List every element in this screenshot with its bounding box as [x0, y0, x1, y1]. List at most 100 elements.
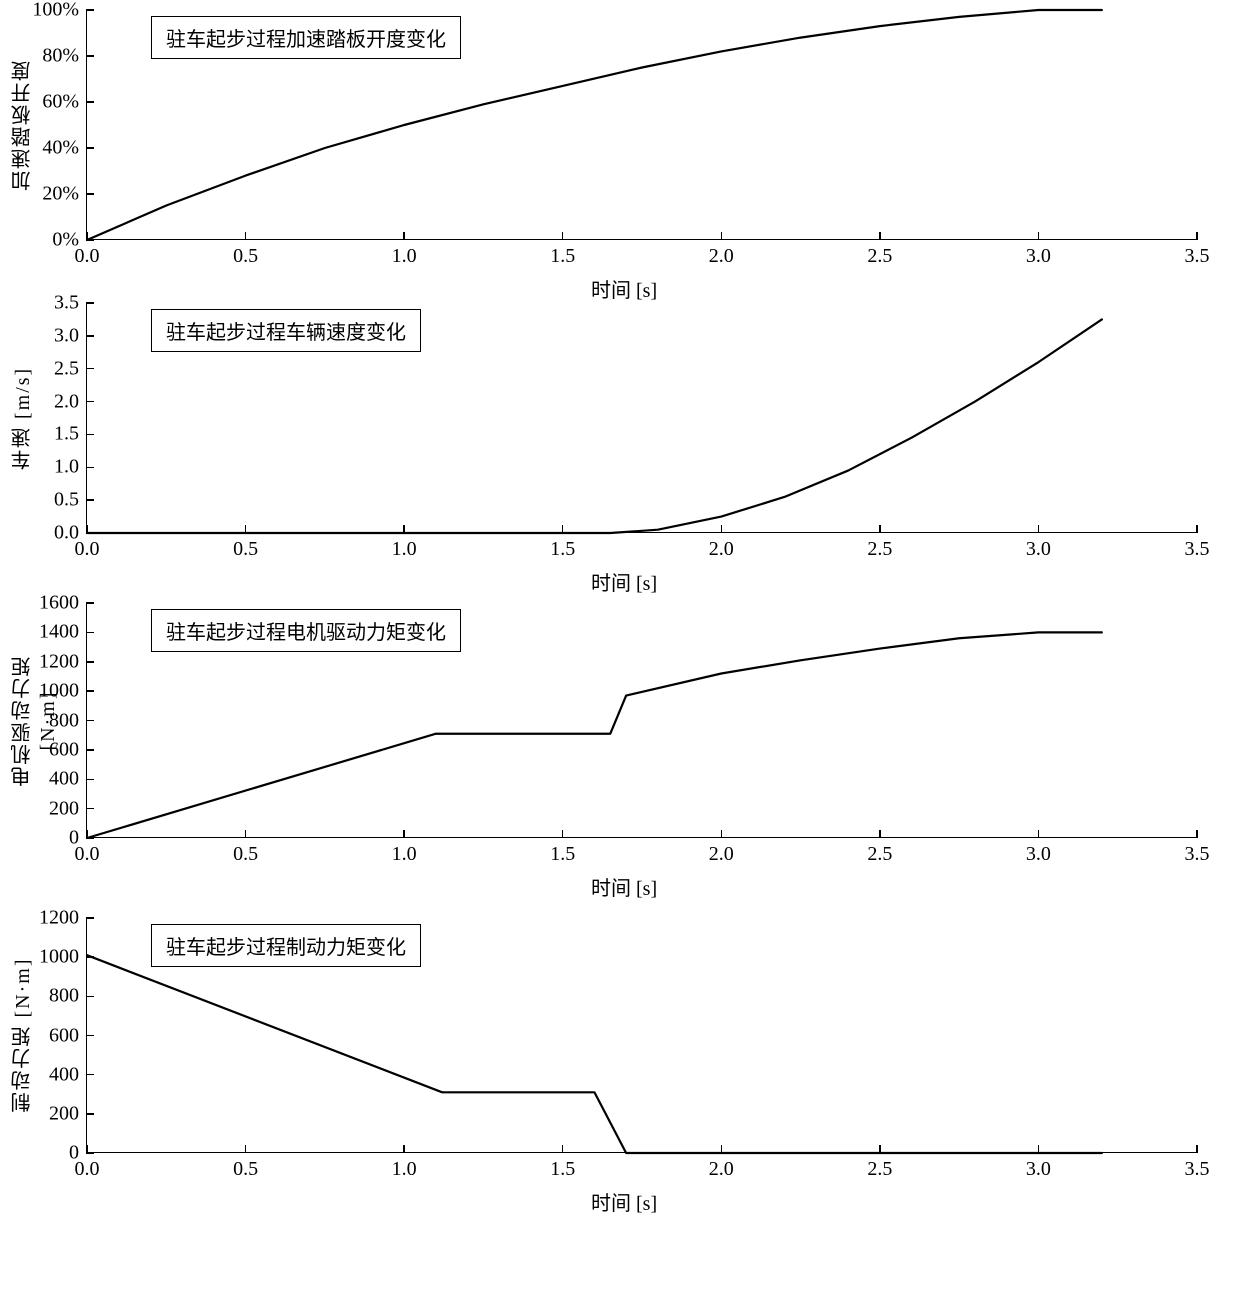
y-tick-mark [86, 602, 94, 604]
x-tick-mark [86, 830, 88, 838]
y-tick-mark [86, 401, 94, 403]
x-tick-mark [721, 830, 723, 838]
x-tick-mark [562, 525, 564, 533]
data-line [87, 955, 1102, 1153]
x-tick-label: 1.5 [550, 1158, 575, 1181]
x-tick-mark [403, 525, 405, 533]
x-tick-label: 0.0 [75, 1158, 100, 1181]
x-axis-label: 时间 [s] [591, 1187, 657, 1216]
x-tick-mark [86, 232, 88, 240]
y-tick-label: 80% [42, 45, 79, 68]
x-tick-mark [562, 830, 564, 838]
x-tick-label: 1.5 [550, 245, 575, 268]
y-tick-label: 20% [42, 183, 79, 206]
y-tick-label: 1.0 [54, 456, 79, 479]
x-tick-label: 2.0 [709, 538, 734, 561]
x-axis-label: 时间 [s] [591, 872, 657, 901]
x-tick-label: 3.5 [1185, 843, 1210, 866]
x-tick-mark [879, 232, 881, 240]
y-tick-label: 1400 [39, 621, 79, 644]
x-tick-label: 2.0 [709, 1158, 734, 1181]
y-tick-mark [86, 9, 94, 11]
y-tick-label: 400 [49, 1063, 79, 1086]
x-tick-label: 0.5 [233, 843, 258, 866]
x-tick-mark [403, 830, 405, 838]
y-tick-label: 40% [42, 137, 79, 160]
x-tick-label: 2.5 [867, 245, 892, 268]
x-tick-mark [879, 525, 881, 533]
x-tick-label: 1.0 [392, 843, 417, 866]
x-tick-mark [721, 232, 723, 240]
y-tick-mark [86, 808, 94, 810]
line-series [87, 918, 1197, 1153]
x-tick-mark [245, 232, 247, 240]
x-tick-mark [86, 1145, 88, 1153]
y-tick-mark [86, 193, 94, 195]
x-tick-mark [1038, 830, 1040, 838]
x-tick-mark [86, 525, 88, 533]
x-tick-label: 1.0 [392, 1158, 417, 1181]
x-tick-label: 3.0 [1026, 538, 1051, 561]
y-tick-label: 2.0 [54, 390, 79, 413]
x-tick-mark [1038, 1145, 1040, 1153]
y-tick-label: 800 [49, 709, 79, 732]
y-tick-label: 1600 [39, 592, 79, 615]
x-tick-label: 1.5 [550, 843, 575, 866]
chart-panel: 加速踏板开度 驻车起步过程加速踏板开度变化 0%20%40%60%80%100%… [0, 10, 1240, 310]
x-tick-mark [403, 232, 405, 240]
y-tick-mark [86, 147, 94, 149]
x-tick-label: 0.5 [233, 245, 258, 268]
plot-area: 驻车起步过程电机驱动力矩变化 0200400600800100012001400… [86, 603, 1196, 838]
y-tick-mark [86, 690, 94, 692]
y-tick-mark [86, 720, 94, 722]
y-tick-label: 60% [42, 91, 79, 114]
y-tick-mark [86, 661, 94, 663]
y-tick-label: 3.5 [54, 292, 79, 315]
x-tick-label: 3.5 [1185, 245, 1210, 268]
x-tick-label: 1.0 [392, 538, 417, 561]
y-tick-label: 100% [32, 0, 79, 22]
y-tick-mark [86, 368, 94, 370]
plot-area: 驻车起步过程加速踏板开度变化 0%20%40%60%80%100%0.00.51… [86, 10, 1196, 240]
y-axis-label: 加速踏板开度 [8, 45, 37, 206]
x-tick-label: 1.0 [392, 245, 417, 268]
x-tick-label: 2.5 [867, 1158, 892, 1181]
y-tick-label: 600 [49, 1024, 79, 1047]
y-tick-mark [86, 996, 94, 998]
figure-container: 加速踏板开度 驻车起步过程加速踏板开度变化 0%20%40%60%80%100%… [0, 0, 1240, 1316]
x-tick-label: 3.5 [1185, 538, 1210, 561]
x-tick-label: 3.5 [1185, 1158, 1210, 1181]
x-axis-label: 时间 [s] [591, 274, 657, 303]
y-tick-mark [86, 1074, 94, 1076]
y-tick-label: 0.5 [54, 489, 79, 512]
x-tick-mark [1038, 232, 1040, 240]
plot-area: 驻车起步过程制动力矩变化 0200400600800100012000.00.5… [86, 918, 1196, 1153]
x-tick-mark [879, 1145, 881, 1153]
y-tick-mark [86, 632, 94, 634]
y-tick-mark [86, 779, 94, 781]
x-tick-mark [562, 1145, 564, 1153]
y-axis-label: 制动力矩 [N·m] [8, 953, 37, 1118]
y-tick-mark [86, 302, 94, 304]
x-tick-label: 0.0 [75, 245, 100, 268]
x-tick-mark [403, 1145, 405, 1153]
y-tick-label: 400 [49, 768, 79, 791]
x-tick-label: 2.0 [709, 843, 734, 866]
plot-area: 驻车起步过程车辆速度变化 0.00.51.01.52.02.53.03.50.0… [86, 303, 1196, 533]
chart-panel: 电机驱动力矩 [N·m] 驻车起步过程电机驱动力矩变化 020040060080… [0, 603, 1240, 908]
x-tick-mark [1196, 1145, 1198, 1153]
line-series [87, 603, 1197, 838]
y-tick-label: 1200 [39, 907, 79, 930]
x-tick-label: 0.0 [75, 843, 100, 866]
data-line [87, 632, 1102, 838]
x-axis-label: 时间 [s] [591, 567, 657, 596]
y-tick-label: 600 [49, 738, 79, 761]
x-tick-mark [562, 232, 564, 240]
y-tick-mark [86, 1035, 94, 1037]
x-tick-mark [721, 525, 723, 533]
data-line [87, 10, 1102, 240]
x-tick-mark [879, 830, 881, 838]
x-tick-label: 0.0 [75, 538, 100, 561]
x-tick-label: 1.5 [550, 538, 575, 561]
y-tick-label: 200 [49, 1102, 79, 1125]
